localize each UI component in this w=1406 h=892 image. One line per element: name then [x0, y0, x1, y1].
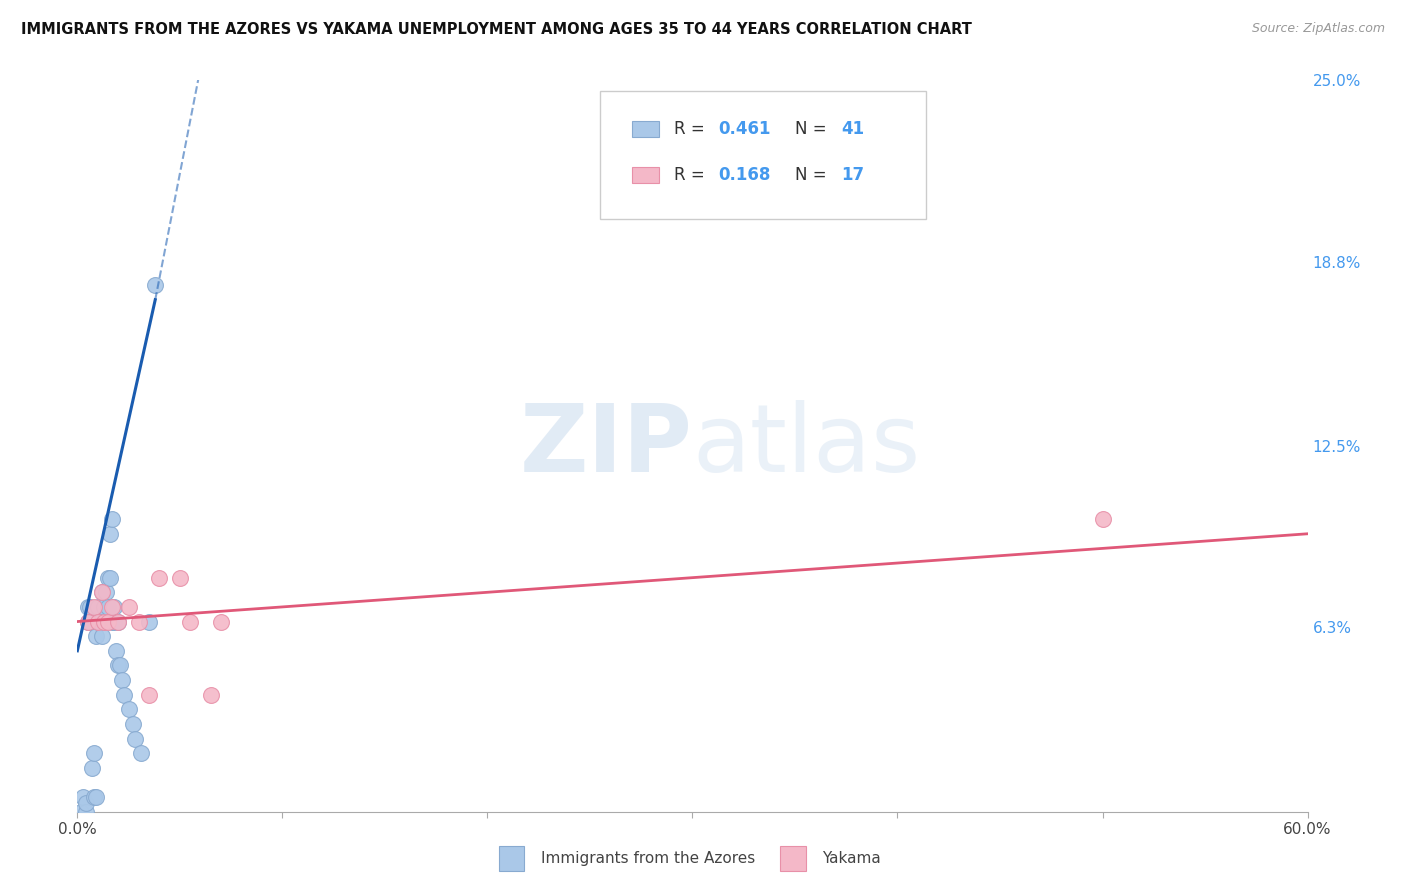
- Point: [101, 599, 124, 614]
- Point: [75, 805, 97, 819]
- Point: [93, 615, 115, 629]
- Text: atlas: atlas: [693, 400, 921, 492]
- Point: [90, 585, 114, 599]
- Point: [94, 585, 117, 599]
- Point: [87, 599, 110, 614]
- Point: [76, 599, 98, 614]
- Text: N =: N =: [794, 120, 831, 138]
- Point: [83, 599, 105, 614]
- Point: [124, 731, 146, 746]
- Point: [1091, 512, 1114, 526]
- Text: Immigrants from the Azores: Immigrants from the Azores: [541, 851, 755, 865]
- Point: [87, 615, 110, 629]
- Point: [107, 615, 129, 629]
- Text: ZIP: ZIP: [520, 400, 693, 492]
- Point: [117, 702, 139, 716]
- Point: [200, 688, 222, 702]
- Point: [98, 571, 121, 585]
- Point: [98, 526, 121, 541]
- Text: N =: N =: [794, 167, 831, 185]
- Point: [80, 761, 103, 775]
- Point: [97, 615, 120, 629]
- Point: [75, 796, 97, 810]
- Point: [79, 599, 101, 614]
- Point: [107, 615, 129, 629]
- Point: [103, 599, 125, 614]
- Point: [138, 688, 160, 702]
- Text: 41: 41: [841, 120, 865, 138]
- Text: R =: R =: [673, 120, 710, 138]
- Point: [83, 790, 105, 805]
- Point: [128, 615, 150, 629]
- Point: [209, 615, 232, 629]
- FancyBboxPatch shape: [600, 91, 927, 219]
- Point: [97, 571, 120, 585]
- Point: [72, 790, 94, 805]
- Point: [138, 615, 160, 629]
- Text: 17: 17: [841, 167, 865, 185]
- Point: [121, 717, 143, 731]
- Point: [79, 615, 101, 629]
- Point: [107, 658, 129, 673]
- Point: [90, 629, 114, 643]
- Text: Yakama: Yakama: [823, 851, 882, 865]
- Point: [101, 512, 124, 526]
- Point: [110, 658, 132, 673]
- Point: [111, 673, 134, 687]
- Point: [114, 688, 136, 702]
- Point: [84, 629, 107, 643]
- Point: [76, 615, 98, 629]
- FancyBboxPatch shape: [633, 168, 659, 184]
- Text: 0.461: 0.461: [718, 120, 770, 138]
- Point: [89, 615, 111, 629]
- Text: 0.168: 0.168: [718, 167, 770, 185]
- Point: [143, 278, 166, 293]
- Point: [97, 599, 120, 614]
- Point: [129, 746, 152, 760]
- Point: [90, 585, 114, 599]
- Text: R =: R =: [673, 167, 710, 185]
- Point: [105, 644, 128, 658]
- Point: [169, 571, 191, 585]
- Point: [76, 615, 98, 629]
- Text: Source: ZipAtlas.com: Source: ZipAtlas.com: [1251, 22, 1385, 36]
- FancyBboxPatch shape: [499, 846, 524, 871]
- Point: [101, 615, 124, 629]
- Point: [179, 615, 201, 629]
- Point: [117, 599, 139, 614]
- Point: [83, 746, 105, 760]
- Point: [87, 615, 110, 629]
- Point: [103, 615, 125, 629]
- FancyBboxPatch shape: [633, 121, 659, 137]
- Point: [93, 599, 115, 614]
- Point: [148, 571, 170, 585]
- FancyBboxPatch shape: [780, 846, 806, 871]
- Text: IMMIGRANTS FROM THE AZORES VS YAKAMA UNEMPLOYMENT AMONG AGES 35 TO 44 YEARS CORR: IMMIGRANTS FROM THE AZORES VS YAKAMA UNE…: [21, 22, 972, 37]
- Point: [70, 805, 93, 819]
- Point: [84, 790, 107, 805]
- Point: [93, 615, 115, 629]
